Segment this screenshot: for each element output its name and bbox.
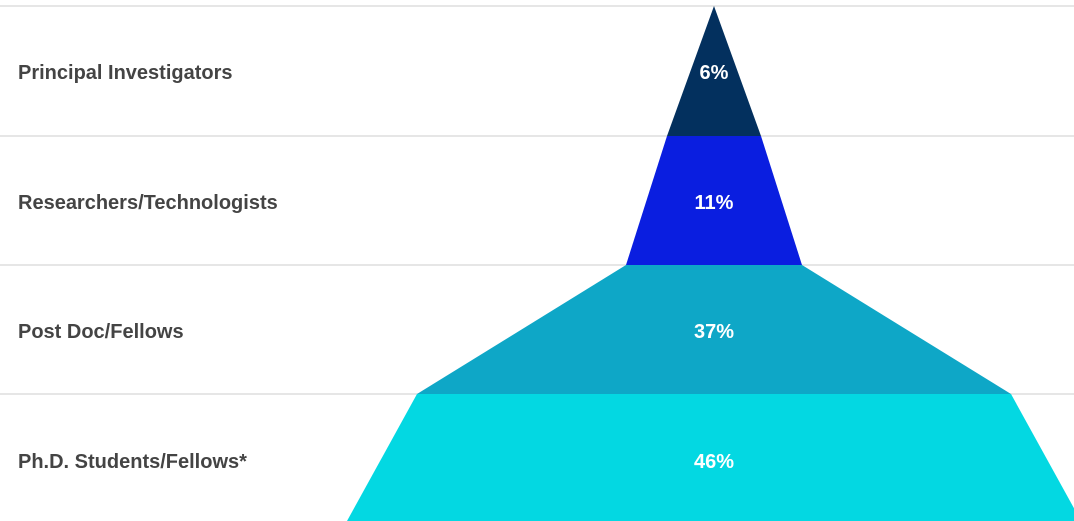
row-label-researchers-technologists: Researchers/Technologists xyxy=(18,192,278,214)
funnel-segment-1 xyxy=(667,6,761,136)
value-label-post-doc-fellows: 37% xyxy=(694,321,734,343)
funnel-segment-4 xyxy=(347,394,1074,521)
row-label-phd-students-fellows: Ph.D. Students/Fellows* xyxy=(18,451,247,473)
value-label-researchers-technologists: 11% xyxy=(695,192,734,214)
row-label-post-doc-fellows: Post Doc/Fellows xyxy=(18,321,184,343)
funnel-segments xyxy=(347,6,1074,521)
value-label-principal-investigators: 6% xyxy=(700,62,729,84)
funnel-segment-3 xyxy=(417,265,1011,394)
row-label-principal-investigators: Principal Investigators xyxy=(18,62,233,84)
value-label-phd-students-fellows: 46% xyxy=(694,451,734,473)
funnel-segment-2 xyxy=(626,136,802,265)
